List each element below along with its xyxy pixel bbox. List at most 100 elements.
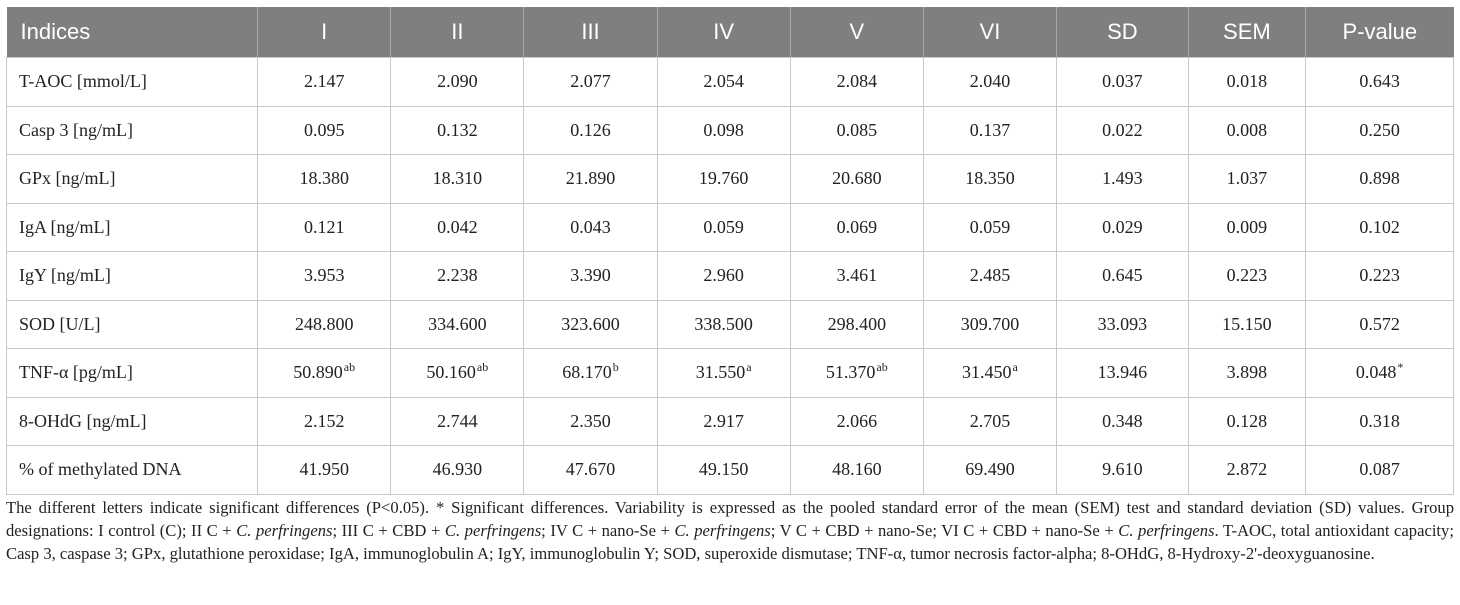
cell-value: 338.500 (694, 313, 753, 334)
cell-value: 0.048 (1355, 362, 1397, 383)
table-cell: 0.009 (1187, 202, 1307, 252)
table-cell: 0.645 (1056, 251, 1189, 301)
table-cell: 2.960 (656, 251, 791, 301)
cell-value: SOD [U/L] (19, 313, 101, 334)
table-cell: 2.485 (922, 251, 1058, 301)
table-cell: 46.930 (390, 445, 525, 495)
cell-value: 2.054 (703, 71, 744, 92)
table-cell: 3.461 (789, 251, 924, 301)
table-cell: 31.450a (922, 348, 1058, 398)
header-col-3: III (523, 7, 658, 58)
cell-value: 0.348 (1102, 410, 1143, 431)
table-cell: 47.670 (523, 445, 658, 495)
table-cell: 50.160ab (390, 348, 525, 398)
cell-value: 0.898 (1359, 168, 1400, 189)
table-cell: 0.042 (390, 202, 525, 252)
table-row: IgA [ng/mL] 0.121 0.042 0.043 0.059 0.069 0.05… (5, 202, 1454, 252)
cell-value: 0.223 (1226, 265, 1268, 286)
table-cell: 13.946 (1056, 348, 1189, 398)
table-cell: 2.090 (390, 57, 525, 107)
table-cell: 2.152 (257, 396, 392, 446)
row-label: IgY [ng/mL] (5, 251, 259, 301)
cell-value: 48.160 (832, 459, 882, 480)
cell-value: 0.087 (1359, 459, 1400, 480)
cell-value: 2.077 (570, 71, 611, 92)
table-cell: 0.250 (1305, 105, 1454, 155)
table-cell: 19.760 (656, 154, 791, 204)
table-cell: 0.085 (789, 105, 924, 155)
table-footnote: The different letters indicate significa… (6, 496, 1454, 565)
table-cell: 0.132 (390, 105, 525, 155)
table-cell: 0.008 (1187, 105, 1307, 155)
table-cell: 3.953 (257, 251, 392, 301)
row-label: TNF-α [pg/mL] (5, 348, 259, 398)
cell-value: 0.022 (1102, 119, 1143, 140)
cell-value: Casp 3 [ng/mL] (19, 119, 133, 140)
table-cell: 15.150 (1187, 299, 1307, 349)
row-label: SOD [U/L] (5, 299, 259, 349)
table-cell: 0.348 (1056, 396, 1189, 446)
significance-superscript: ab (476, 360, 489, 375)
table-cell: 33.093 (1056, 299, 1189, 349)
significance-superscript: b (612, 360, 619, 375)
cell-value: 18.350 (965, 168, 1015, 189)
table-header: Indices I II III IV V VI SD SEM P-value (6, 7, 1454, 58)
table-cell: 18.350 (922, 154, 1058, 204)
table-cell: 2.917 (656, 396, 791, 446)
cell-value: 18.310 (432, 168, 483, 189)
cell-value: 0.102 (1359, 216, 1400, 237)
cell-value: 51.370 (825, 362, 876, 383)
table-cell: 2.350 (523, 396, 658, 446)
footnote-text: . T-AOC, total antioxidant capacity; Cas… (6, 521, 1454, 563)
table-cell: 0.128 (1187, 396, 1307, 446)
table-row: IgY [ng/mL] 3.953 2.238 3.390 2.960 3.461 2.48… (5, 251, 1454, 301)
table-cell: 2.872 (1187, 445, 1307, 495)
table-cell: 0.087 (1305, 445, 1454, 495)
table-cell: 334.600 (390, 299, 525, 349)
cell-value: 1.037 (1226, 168, 1268, 189)
table-cell: 0.069 (789, 202, 924, 252)
table-cell: 0.037 (1056, 57, 1189, 107)
table-cell: 309.700 (922, 299, 1058, 349)
cell-value: % of methylated DNA (19, 459, 182, 480)
footnote-text: ; III C + CBD + (332, 521, 445, 540)
row-label: % of methylated DNA (5, 445, 259, 495)
table-cell: 0.898 (1305, 154, 1454, 204)
table-cell: 2.077 (523, 57, 658, 107)
header-col-4: IV (657, 7, 791, 58)
cell-value: 0.037 (1102, 71, 1143, 92)
footnote-text: ; V C + CBD + nano-Se; VI C + CBD + nano… (770, 521, 1119, 540)
table-row: T-AOC [mmol/L] 2.147 2.090 2.077 2.054 2.084 2… (5, 57, 1454, 107)
cell-value: 0.059 (703, 216, 744, 237)
table-cell: 50.890ab (257, 348, 392, 398)
cell-value: 0.009 (1226, 216, 1268, 237)
species-name: C. perfringens (236, 521, 333, 540)
table-row: Casp 3 [ng/mL] 0.095 0.132 0.126 0.098 0.085 0… (5, 105, 1454, 155)
cell-value: 309.700 (960, 313, 1020, 334)
cell-value: 323.600 (561, 313, 620, 334)
table-cell: 0.029 (1056, 202, 1189, 252)
header-col-2: II (390, 7, 525, 58)
cell-value: 46.930 (432, 459, 483, 480)
cell-value: 2.705 (969, 410, 1011, 431)
cell-value: 2.090 (437, 71, 478, 92)
significance-superscript: ab (343, 360, 356, 375)
table-cell: 0.318 (1305, 396, 1454, 446)
cell-value: 0.250 (1359, 119, 1400, 140)
cell-value: 2.066 (836, 410, 878, 431)
table-cell: 2.744 (390, 396, 525, 446)
cell-value: 2.147 (303, 71, 345, 92)
table-cell: 2.084 (789, 57, 924, 107)
header-col-6: VI (923, 7, 1058, 58)
table-cell: 31.550a (656, 348, 791, 398)
cell-value: 0.223 (1359, 265, 1400, 286)
table-cell: 20.680 (789, 154, 924, 204)
table-cell: 0.137 (922, 105, 1058, 155)
table-cell: 48.160 (789, 445, 924, 495)
table-cell: 9.610 (1056, 445, 1189, 495)
significance-superscript: a (1012, 360, 1018, 375)
cell-value: 0.132 (437, 119, 478, 140)
significance-superscript: * (1397, 360, 1404, 375)
cell-value: 21.890 (565, 168, 616, 189)
table-cell: 51.370ab (789, 348, 924, 398)
